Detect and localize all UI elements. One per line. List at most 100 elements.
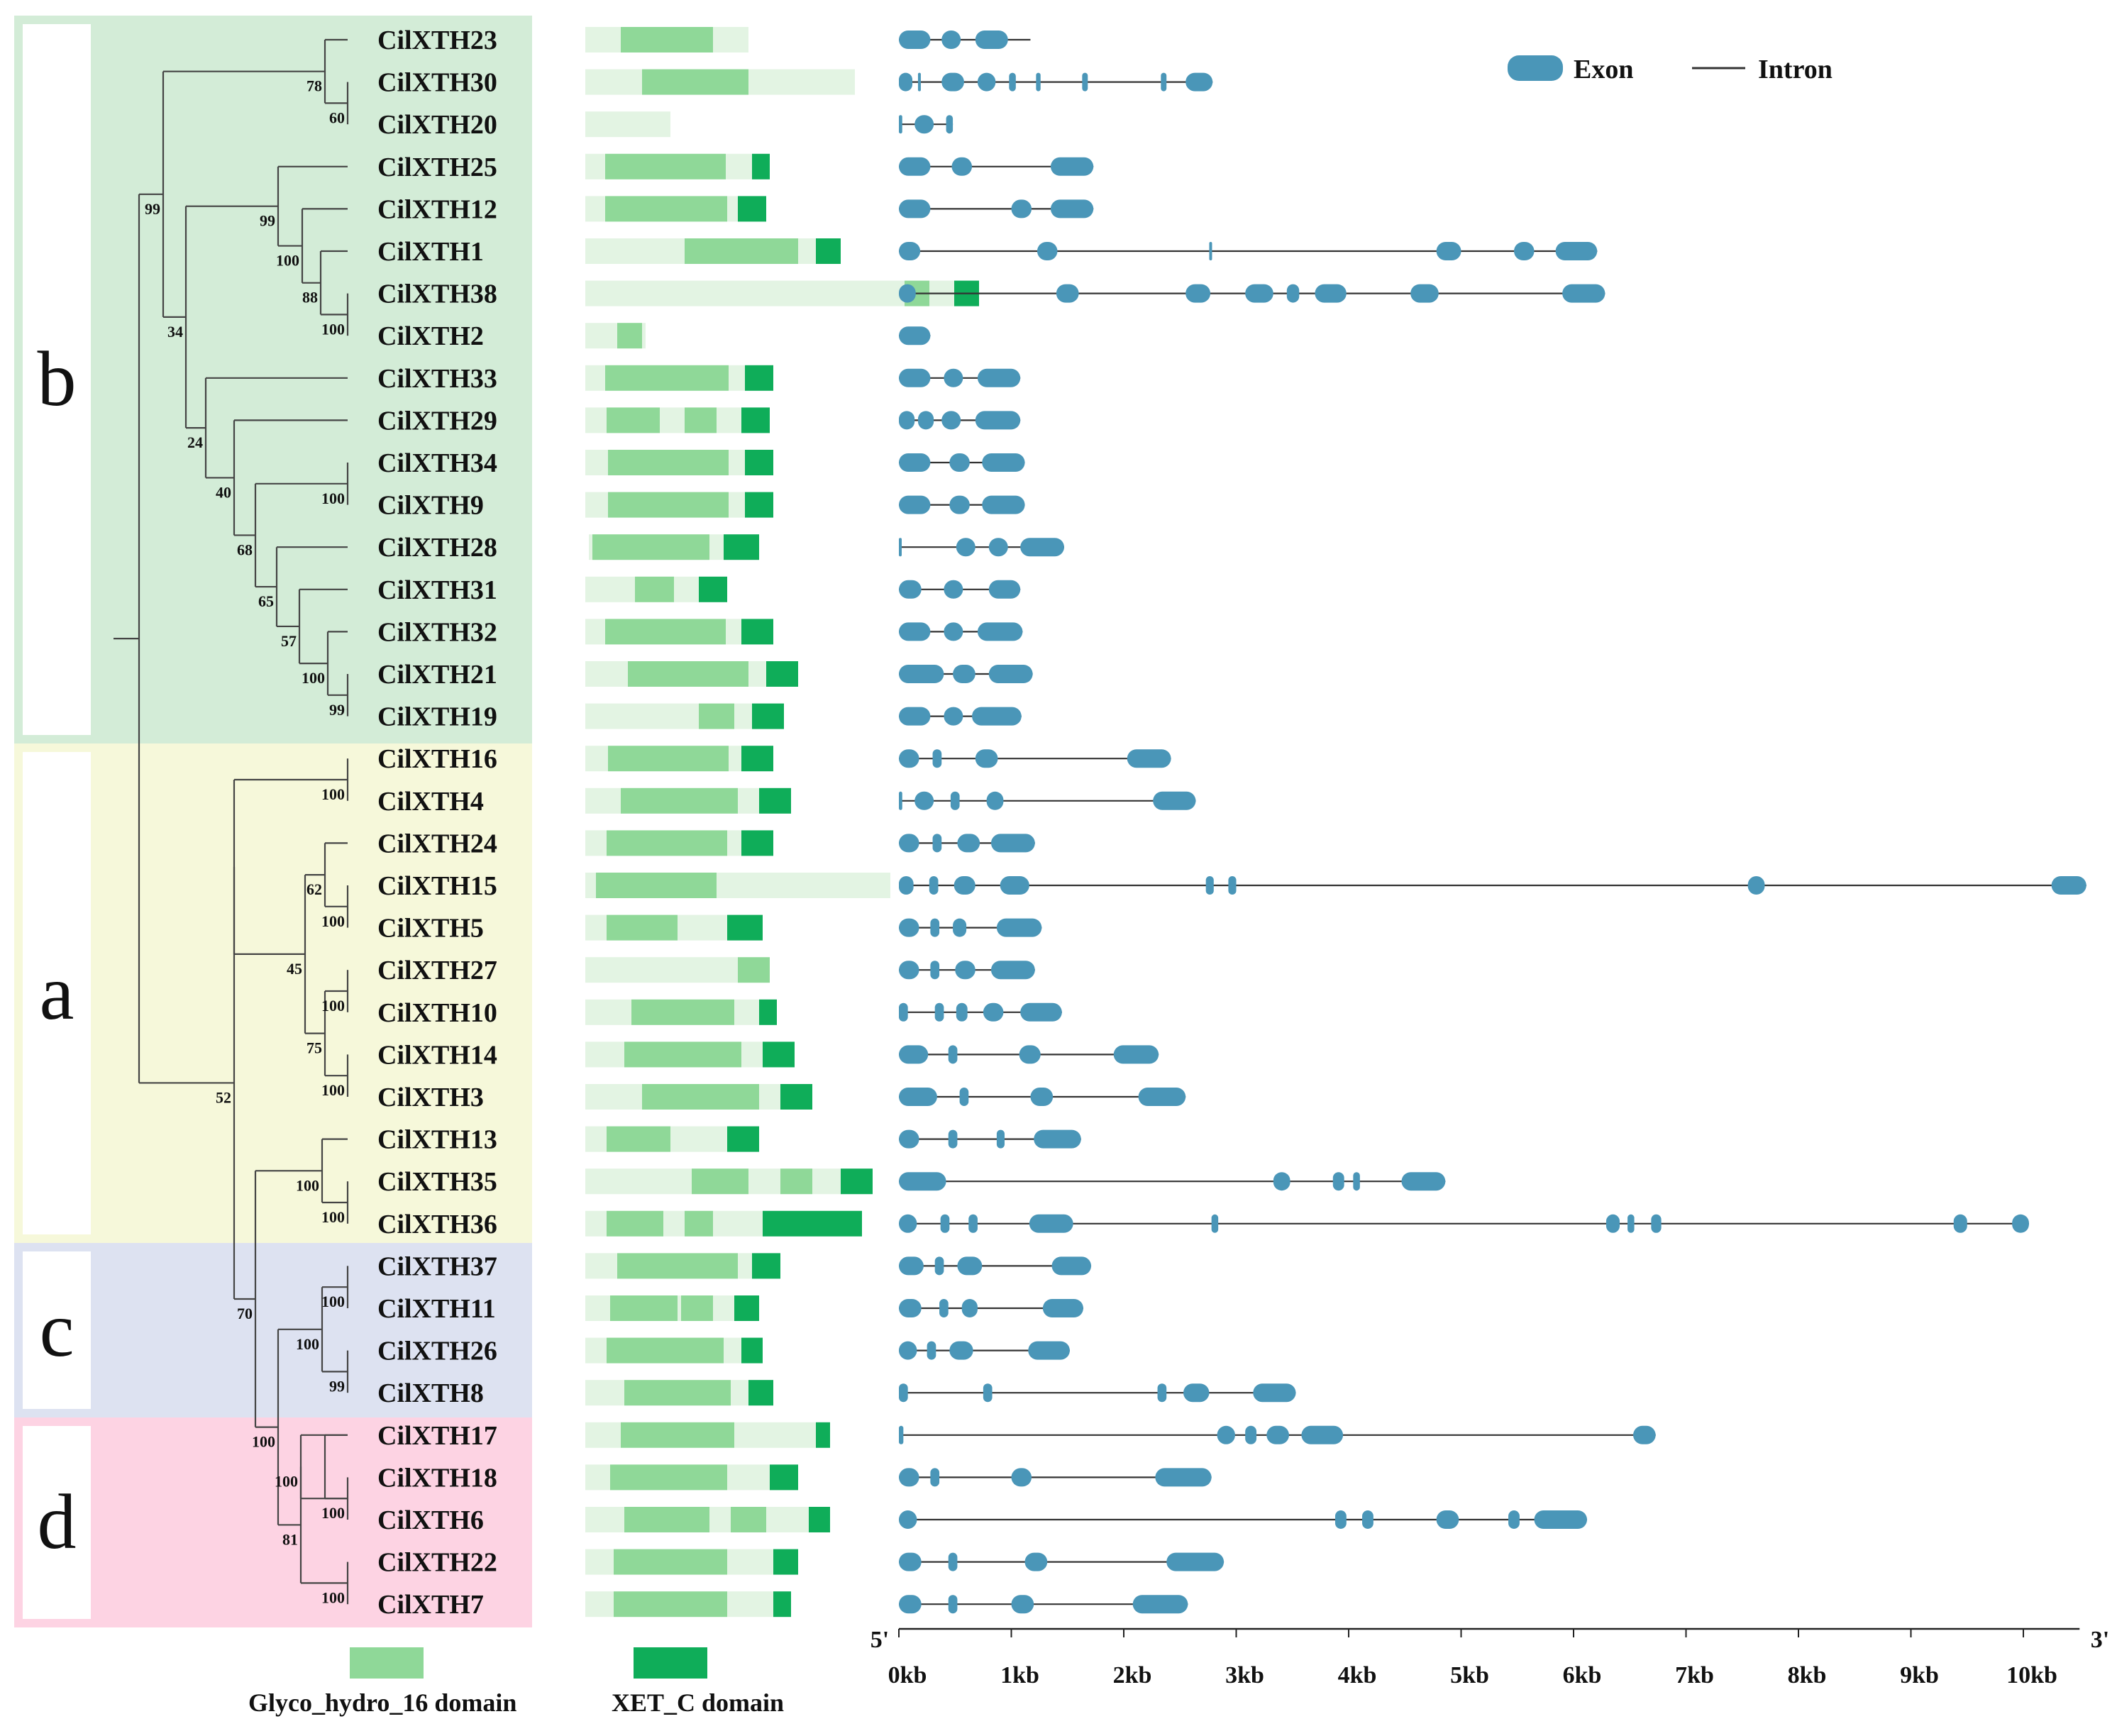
gene-label: CilXTH7	[377, 1590, 484, 1620]
protein-segment	[766, 661, 798, 687]
exon-box	[975, 411, 1021, 430]
exon-box	[956, 538, 975, 557]
exon-box	[1353, 1172, 1360, 1191]
bootstrap-label: 57	[281, 632, 297, 650]
protein-segment	[642, 69, 748, 95]
bootstrap-label: 78	[306, 77, 322, 95]
exon-box	[1020, 538, 1064, 557]
protein-segment	[729, 365, 745, 391]
protein-segment	[585, 280, 905, 306]
protein-segment	[628, 661, 748, 687]
gene-label: CilXTH18	[377, 1463, 497, 1493]
protein-segment	[780, 1168, 812, 1195]
axis-tick-label: 9kb	[1900, 1662, 1939, 1688]
gene-labels: CilXTH23 CilXTH30 CilXTH20 CilXTH25 CilXTH12…	[377, 26, 497, 1620]
exon-box	[1029, 1214, 1073, 1233]
protein-segment	[727, 914, 763, 941]
exon-box	[1651, 1214, 1662, 1233]
gene-label: CilXTH28	[377, 533, 497, 563]
exon-box	[961, 1299, 978, 1317]
bootstrap-label: 100	[302, 669, 325, 687]
exon-box	[1273, 1172, 1290, 1191]
protein-segment	[614, 1591, 727, 1618]
exon-box	[1132, 1595, 1188, 1614]
protein-segment	[585, 703, 699, 729]
legend-intron-label: Intron	[1758, 55, 1833, 84]
exon-box	[899, 580, 922, 599]
bootstrap-label: 68	[237, 541, 253, 558]
kb-scale-axis: 5' 3' 0kb 1kb 2kb 3kb 4kb 5kb 6kb 7kb 8kb 9kb 10kb	[870, 1627, 2109, 1688]
exon-box	[899, 1552, 922, 1571]
exon-box	[929, 876, 939, 895]
exon-box	[932, 749, 942, 768]
clade-backgrounds: b a c d	[14, 16, 532, 1627]
exon-box	[914, 115, 934, 134]
exon-box	[944, 622, 963, 641]
gene-label: CilXTH10	[377, 998, 497, 1028]
clade-a-letter: a	[40, 949, 74, 1036]
exon-box	[2012, 1214, 2029, 1233]
clade-c-letter-box	[23, 1251, 91, 1409]
exon-box	[1036, 72, 1041, 92]
exon-box	[1056, 284, 1079, 303]
exon-box	[1555, 242, 1598, 260]
protein-segment	[741, 407, 770, 433]
exon-box	[1082, 72, 1088, 92]
exon-box	[899, 749, 919, 768]
bootstrap-label: 65	[258, 592, 274, 610]
exon-box	[1953, 1214, 1967, 1233]
exon-box	[957, 834, 980, 853]
protein-segment	[585, 196, 605, 222]
five-prime-label: 5'	[870, 1627, 889, 1653]
exon-box	[1217, 1425, 1235, 1444]
protein-segment	[766, 1507, 787, 1532]
exon-box	[914, 791, 934, 810]
protein-segment	[748, 661, 766, 687]
protein-segment	[741, 619, 773, 645]
protein-segment	[738, 787, 759, 814]
exon-box	[1166, 1552, 1225, 1571]
exon-box	[941, 411, 961, 430]
protein-segment	[585, 323, 617, 349]
protein-segment	[585, 111, 670, 138]
protein-segment	[748, 1380, 773, 1406]
gene-label: CilXTH38	[377, 280, 497, 309]
gene-label: CilXTH1	[377, 237, 484, 267]
exon-box	[899, 1129, 919, 1149]
exon-box	[1037, 242, 1058, 260]
protein-domain-panel	[585, 27, 979, 1618]
gene-label: CilXTH4	[377, 787, 484, 817]
protein-segment	[748, 69, 855, 95]
exon-box	[899, 411, 915, 430]
exon-box	[899, 1383, 908, 1403]
bootstrap-label: 60	[329, 109, 345, 126]
bootstrap-label: 100	[276, 252, 299, 270]
bootstrap-label: 100	[296, 1176, 319, 1194]
exon-box	[1315, 284, 1347, 303]
bootstrap-label: 40	[216, 483, 231, 501]
exon-box	[899, 834, 919, 853]
axis-tick-label: 4kb	[1338, 1662, 1377, 1688]
exon-box	[899, 1214, 917, 1233]
exon-box	[899, 538, 902, 557]
exon-box	[1508, 1510, 1520, 1529]
exon-box	[948, 1552, 958, 1571]
exon-box	[899, 1341, 917, 1360]
protein-segment	[717, 873, 890, 898]
bootstrap-label: 24	[187, 433, 203, 451]
protein-segment	[585, 1041, 624, 1068]
protein-segment	[621, 27, 713, 52]
protein-segment	[752, 1253, 780, 1279]
protein-segment	[699, 703, 734, 729]
gene-label: CilXTH24	[377, 829, 497, 858]
gene-label: CilXTH6	[377, 1505, 484, 1535]
exon-box	[983, 1002, 1004, 1022]
exon-box	[1334, 1510, 1347, 1529]
bootstrap-label: 70	[237, 1305, 253, 1322]
exon-box	[1011, 1468, 1032, 1487]
axis-tick-label: 10kb	[2006, 1662, 2057, 1688]
gene-label: CilXTH11	[377, 1294, 496, 1324]
exon-box	[1183, 1383, 1210, 1403]
gene-label: CilXTH25	[377, 153, 497, 182]
exon-box	[899, 495, 931, 514]
